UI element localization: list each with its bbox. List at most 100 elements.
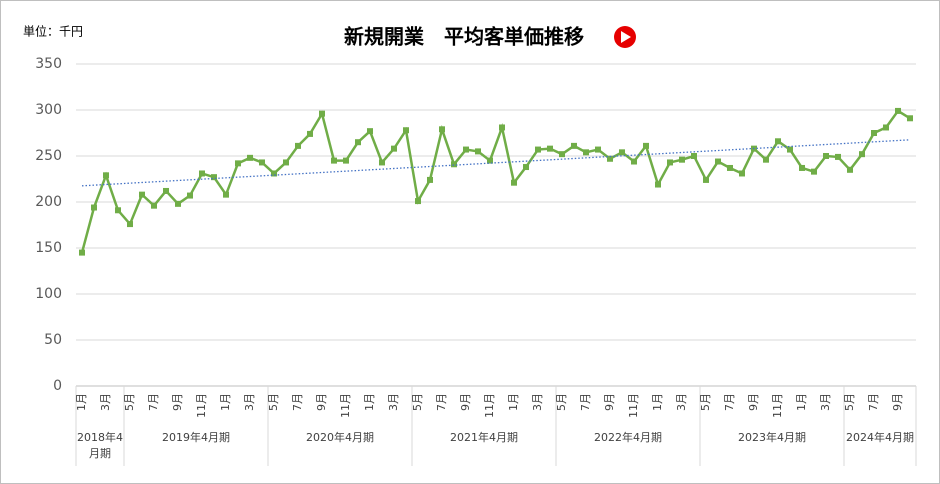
point-marker xyxy=(247,154,253,161)
point-marker xyxy=(391,145,397,152)
point-marker xyxy=(163,187,169,194)
point-marker xyxy=(583,149,589,156)
point-marker xyxy=(175,200,181,207)
point-marker xyxy=(535,146,541,153)
y-tick-label: 200 xyxy=(35,194,62,210)
point-marker xyxy=(343,157,349,164)
point-marker xyxy=(547,145,553,152)
point-marker xyxy=(895,107,901,114)
y-tick-label: 50 xyxy=(44,332,62,348)
series-line xyxy=(80,109,911,253)
point-marker xyxy=(523,164,529,171)
x-tick-label: 3月 xyxy=(819,393,832,411)
point-marker xyxy=(355,139,361,146)
x-tick-label: 11月 xyxy=(195,393,208,418)
point-marker xyxy=(691,153,697,159)
point-marker xyxy=(379,159,385,166)
x-tick-label: 1月 xyxy=(651,393,664,411)
point-marker xyxy=(499,124,505,131)
x-tick-label: 7月 xyxy=(723,393,736,411)
point-marker xyxy=(463,146,469,153)
point-marker xyxy=(811,168,817,175)
x-tick-label: 3月 xyxy=(99,393,112,411)
point-marker xyxy=(655,181,661,188)
point-marker xyxy=(607,155,613,162)
point-marker xyxy=(631,158,637,165)
y-tick-label: 100 xyxy=(35,286,62,302)
x-tick-label: 1月 xyxy=(507,393,520,411)
point-marker xyxy=(427,176,433,183)
point-marker xyxy=(307,130,313,137)
point-marker xyxy=(883,124,889,131)
x-tick-label: 11月 xyxy=(771,393,784,418)
x-tick-label: 7月 xyxy=(435,393,448,411)
point-marker xyxy=(103,172,109,179)
y-tick-label: 300 xyxy=(35,102,62,118)
x-tick-label: 11月 xyxy=(483,393,496,418)
point-marker xyxy=(187,192,193,199)
point-marker xyxy=(835,153,841,160)
point-marker xyxy=(787,146,793,153)
point-marker xyxy=(727,164,733,171)
point-marker xyxy=(511,179,517,186)
point-marker xyxy=(595,146,601,153)
point-marker xyxy=(703,176,709,183)
point-marker xyxy=(403,127,409,134)
x-tick-label: 3月 xyxy=(531,393,544,411)
x-tick-label: 1月 xyxy=(75,393,88,411)
point-marker xyxy=(715,158,721,165)
x-tick-label: 7月 xyxy=(147,393,160,411)
x-tick-label: 3月 xyxy=(675,393,688,411)
x-tick-label: 9月 xyxy=(747,393,760,411)
group-label: 2023年4月期 xyxy=(738,431,806,444)
y-tick-label: 250 xyxy=(35,148,62,164)
point-marker xyxy=(763,156,769,163)
point-marker xyxy=(367,128,373,135)
point-marker xyxy=(271,170,277,177)
group-label: 2024年4月期 xyxy=(846,431,914,444)
point-marker xyxy=(259,159,265,166)
point-marker xyxy=(559,151,565,158)
point-marker xyxy=(847,166,853,173)
point-marker xyxy=(283,159,289,166)
unit-label: 単位：千円 xyxy=(23,24,83,39)
point-marker xyxy=(571,142,577,149)
x-tick-label: 9月 xyxy=(171,393,184,411)
point-marker xyxy=(235,160,241,167)
group-label: 2020年4月期 xyxy=(306,431,374,444)
point-marker xyxy=(415,198,421,205)
x-tick-label: 5月 xyxy=(699,393,712,411)
point-marker xyxy=(115,207,121,214)
x-tick-label: 5月 xyxy=(411,393,424,411)
x-tick-label: 9月 xyxy=(891,393,904,411)
point-marker xyxy=(799,164,805,171)
x-tick-label: 5月 xyxy=(123,393,136,411)
point-marker xyxy=(79,249,85,256)
group-label: 2018年4月期 xyxy=(77,431,123,460)
x-tick-label: 5月 xyxy=(555,393,568,411)
x-tick-label: 7月 xyxy=(579,393,592,411)
point-marker xyxy=(679,156,685,163)
group-label: 2022年4月期 xyxy=(594,431,662,444)
point-marker xyxy=(439,126,445,133)
x-tick-label: 5月 xyxy=(267,393,280,411)
x-tick-label: 9月 xyxy=(603,393,616,411)
x-tick-label: 3月 xyxy=(387,393,400,411)
point-marker xyxy=(859,151,865,158)
point-marker xyxy=(475,148,481,155)
group-label: 2019年4月期 xyxy=(162,431,230,444)
point-marker xyxy=(619,149,625,156)
x-tick-label: 1月 xyxy=(795,393,808,411)
point-marker xyxy=(451,161,457,168)
point-marker xyxy=(823,153,829,159)
point-marker xyxy=(319,110,325,117)
chart-title: 新規開業 平均客単価推移 xyxy=(344,25,584,49)
x-tick-label: 5月 xyxy=(843,393,856,411)
point-marker xyxy=(739,170,745,177)
x-tick-label: 11月 xyxy=(339,393,352,418)
x-tick-label: 1月 xyxy=(363,393,376,411)
point-marker xyxy=(487,157,493,164)
point-marker xyxy=(295,142,301,149)
